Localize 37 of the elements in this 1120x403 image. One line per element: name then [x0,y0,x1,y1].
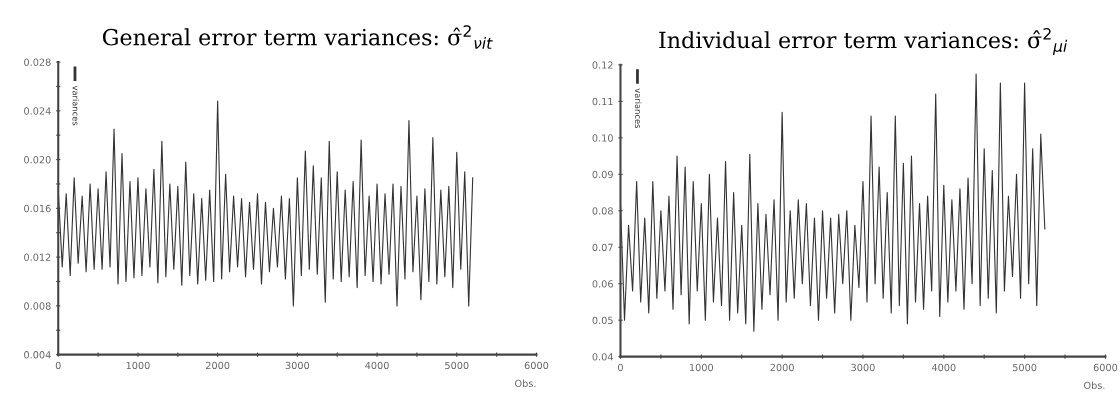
y-tick-label: 0.008 [24,302,51,310]
y-tick-label: 0.07 [592,243,613,252]
y-tick-label: 0.10 [592,134,613,142]
line-series [620,73,1046,332]
x-tick-label: 2000 [205,361,230,370]
x-tick-label: 1000 [690,363,714,372]
x-tick-label: 3000 [285,361,310,370]
y-tick-label: 0.09 [592,170,613,179]
x-tick-label: 5000 [445,361,469,370]
y-tick-label: 0.024 [24,107,51,115]
y-tick-label: 0.04 [592,353,613,361]
x-tick-label: 6000 [524,361,549,370]
x-tick-label: 4000 [931,363,956,372]
x-tick-label: 0 [55,361,61,370]
chart-title: Individual error term variances: σ̂$^{2}$$_{μi}$ [659,27,1068,55]
y-tick-label: 0.08 [592,207,613,215]
chart-title: General error term variances: σ̂$^{2}$$_{νit}$ [102,25,493,49]
legend-label: variances [635,88,642,129]
x-tick-label: 0 [618,363,623,372]
y-tick-label: 0.028 [24,58,51,66]
y-tick-label: 0.016 [24,204,51,213]
y-tick-label: 0.11 [592,97,613,106]
y-tick-label: 0.12 [592,61,613,69]
y-tick-label: 0.004 [24,351,51,359]
y-tick-label: 0.05 [592,316,613,325]
x-tick-label: 4000 [365,361,389,370]
legend-label: variances [72,85,80,126]
y-tick-label: 0.020 [24,156,51,164]
x-axis-title: Obs. [1084,381,1105,389]
y-tick-label: 0.012 [24,253,51,261]
x-tick-label: 2000 [770,363,794,372]
x-tick-label: 3000 [851,363,875,372]
x-axis-title: Obs. [515,379,536,388]
x-tick-label: 6000 [1093,363,1118,372]
x-tick-label: 5000 [1012,363,1037,372]
x-tick-label: 1000 [126,361,150,370]
y-tick-label: 0.06 [592,280,613,288]
